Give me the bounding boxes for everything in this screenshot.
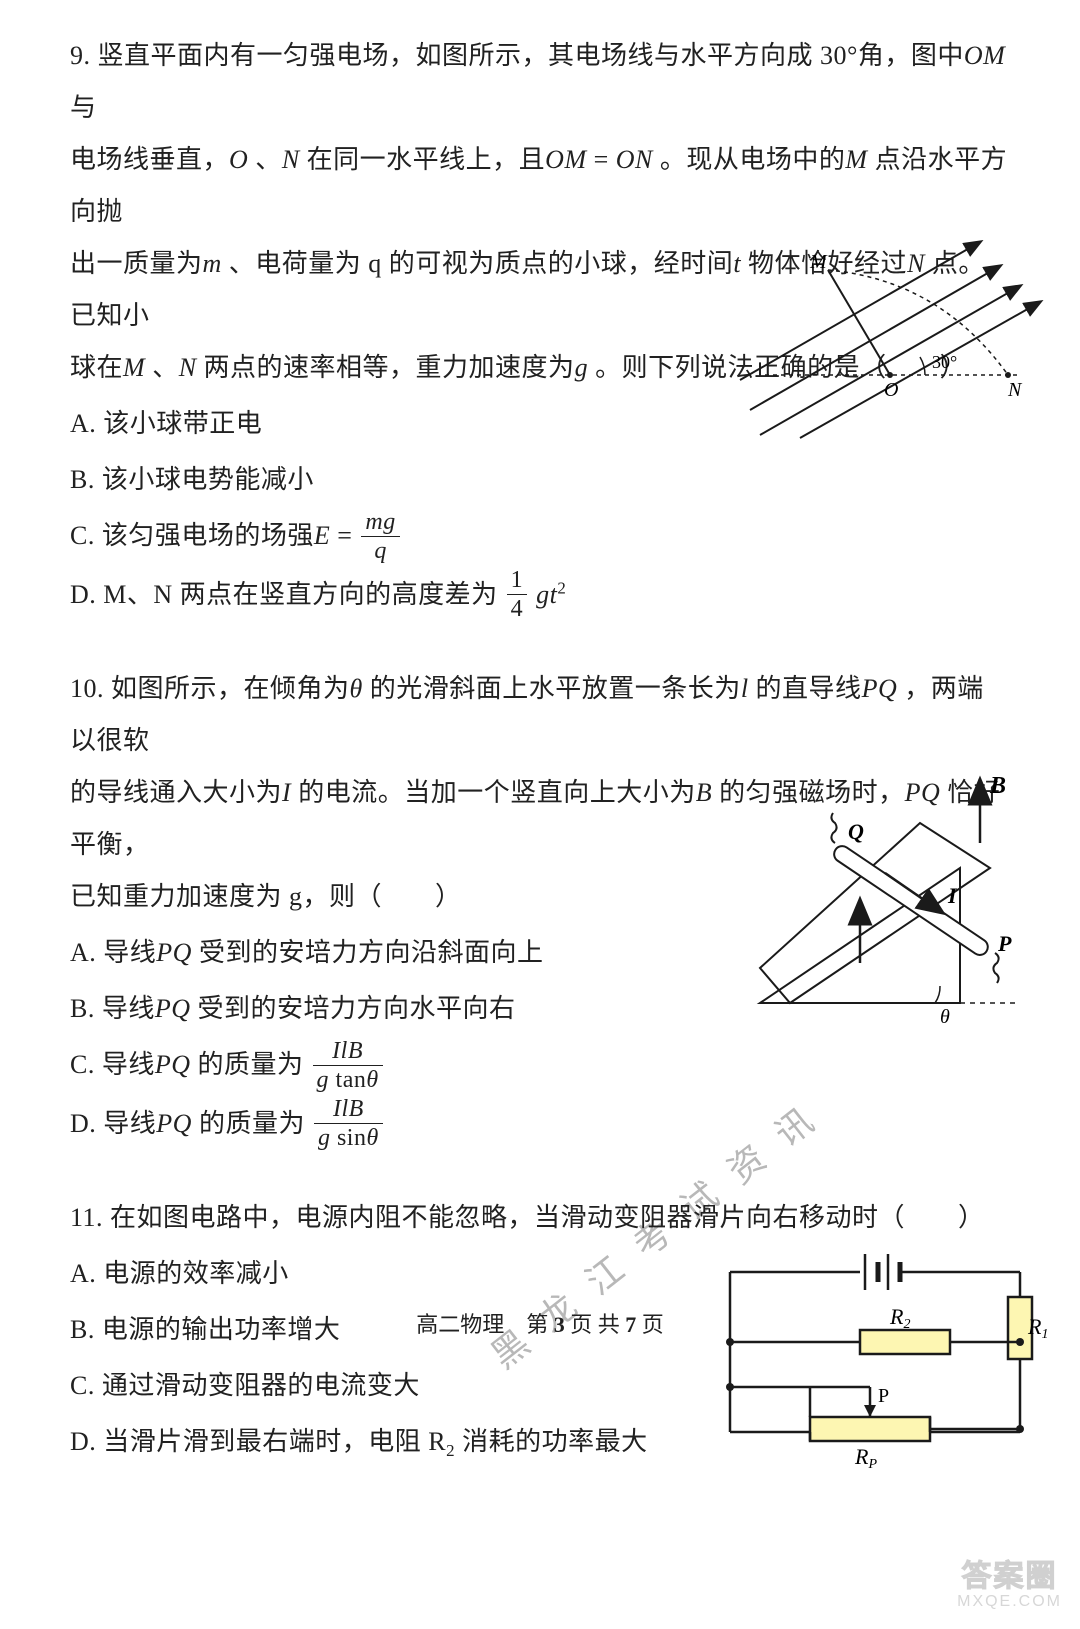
q11-stem: 11. 在如图电路中，电源内阻不能忽略，当滑动变阻器滑片向右移动时（ ） xyxy=(70,1192,1010,1244)
label-I: I xyxy=(947,883,958,908)
label-O: O xyxy=(884,379,898,401)
q10-stem-l1: 10. 如图所示，在倾角为θ 的光滑斜面上水平放置一条长为l 的直导线PQ ，两… xyxy=(70,663,1010,767)
label-M: M xyxy=(809,251,828,273)
label-theta: θ xyxy=(940,1006,950,1028)
question-10: 10. 如图所示，在倾角为θ 的光滑斜面上水平放置一条长为l 的直导线PQ ，两… xyxy=(70,663,1010,1152)
q11-figure: R1 R2 P RP xyxy=(710,1242,1050,1482)
q9-stem-l2: 电场线垂直，O 、N 在同一水平线上，且OM = ON 。现从电场中的M 点沿水… xyxy=(70,134,1010,238)
q9-stem: 9. 竖直平面内有一匀强电场，如图所示，其电场线与水平方向成 30°角，图中OM… xyxy=(70,30,1010,134)
label-P: P xyxy=(878,1385,889,1407)
q10-optC: C. 导线PQ 的质量为 IlBg tanθ xyxy=(70,1039,1010,1094)
q9-optD: D. M、N 两点在竖直方向的高度差为 14 gt2 xyxy=(70,569,1010,624)
q9-optB: B. 该小球电势能减小 xyxy=(70,454,1010,506)
label-Rp: RP xyxy=(854,1444,877,1472)
label-angle: 30° xyxy=(932,352,957,372)
question-9: 9. 竖直平面内有一匀强电场，如图所示，其电场线与水平方向成 30°角，图中OM… xyxy=(70,30,1010,623)
label-Q: Q xyxy=(848,819,864,844)
watermark-corner: 答案圈 MXQE.COM xyxy=(957,1560,1062,1611)
page-footer: 高二物理 第 3 页 共 7 页 xyxy=(0,1307,1080,1339)
q10-figure: B Q P I θ xyxy=(740,773,1050,1033)
exam-page: 9. 竖直平面内有一匀强电场，如图所示，其电场线与水平方向成 30°角，图中OM… xyxy=(0,0,1080,1629)
label-N: N xyxy=(1007,379,1023,401)
q10-optD: D. 导线PQ 的质量为 IlBg sinθ xyxy=(70,1098,1010,1153)
q9-figure: M O N 30° xyxy=(720,230,1060,440)
label-P: P xyxy=(997,931,1012,956)
label-B: B xyxy=(989,773,1006,799)
q9-optC: C. 该匀强电场的场强E = mgq xyxy=(70,510,1010,565)
